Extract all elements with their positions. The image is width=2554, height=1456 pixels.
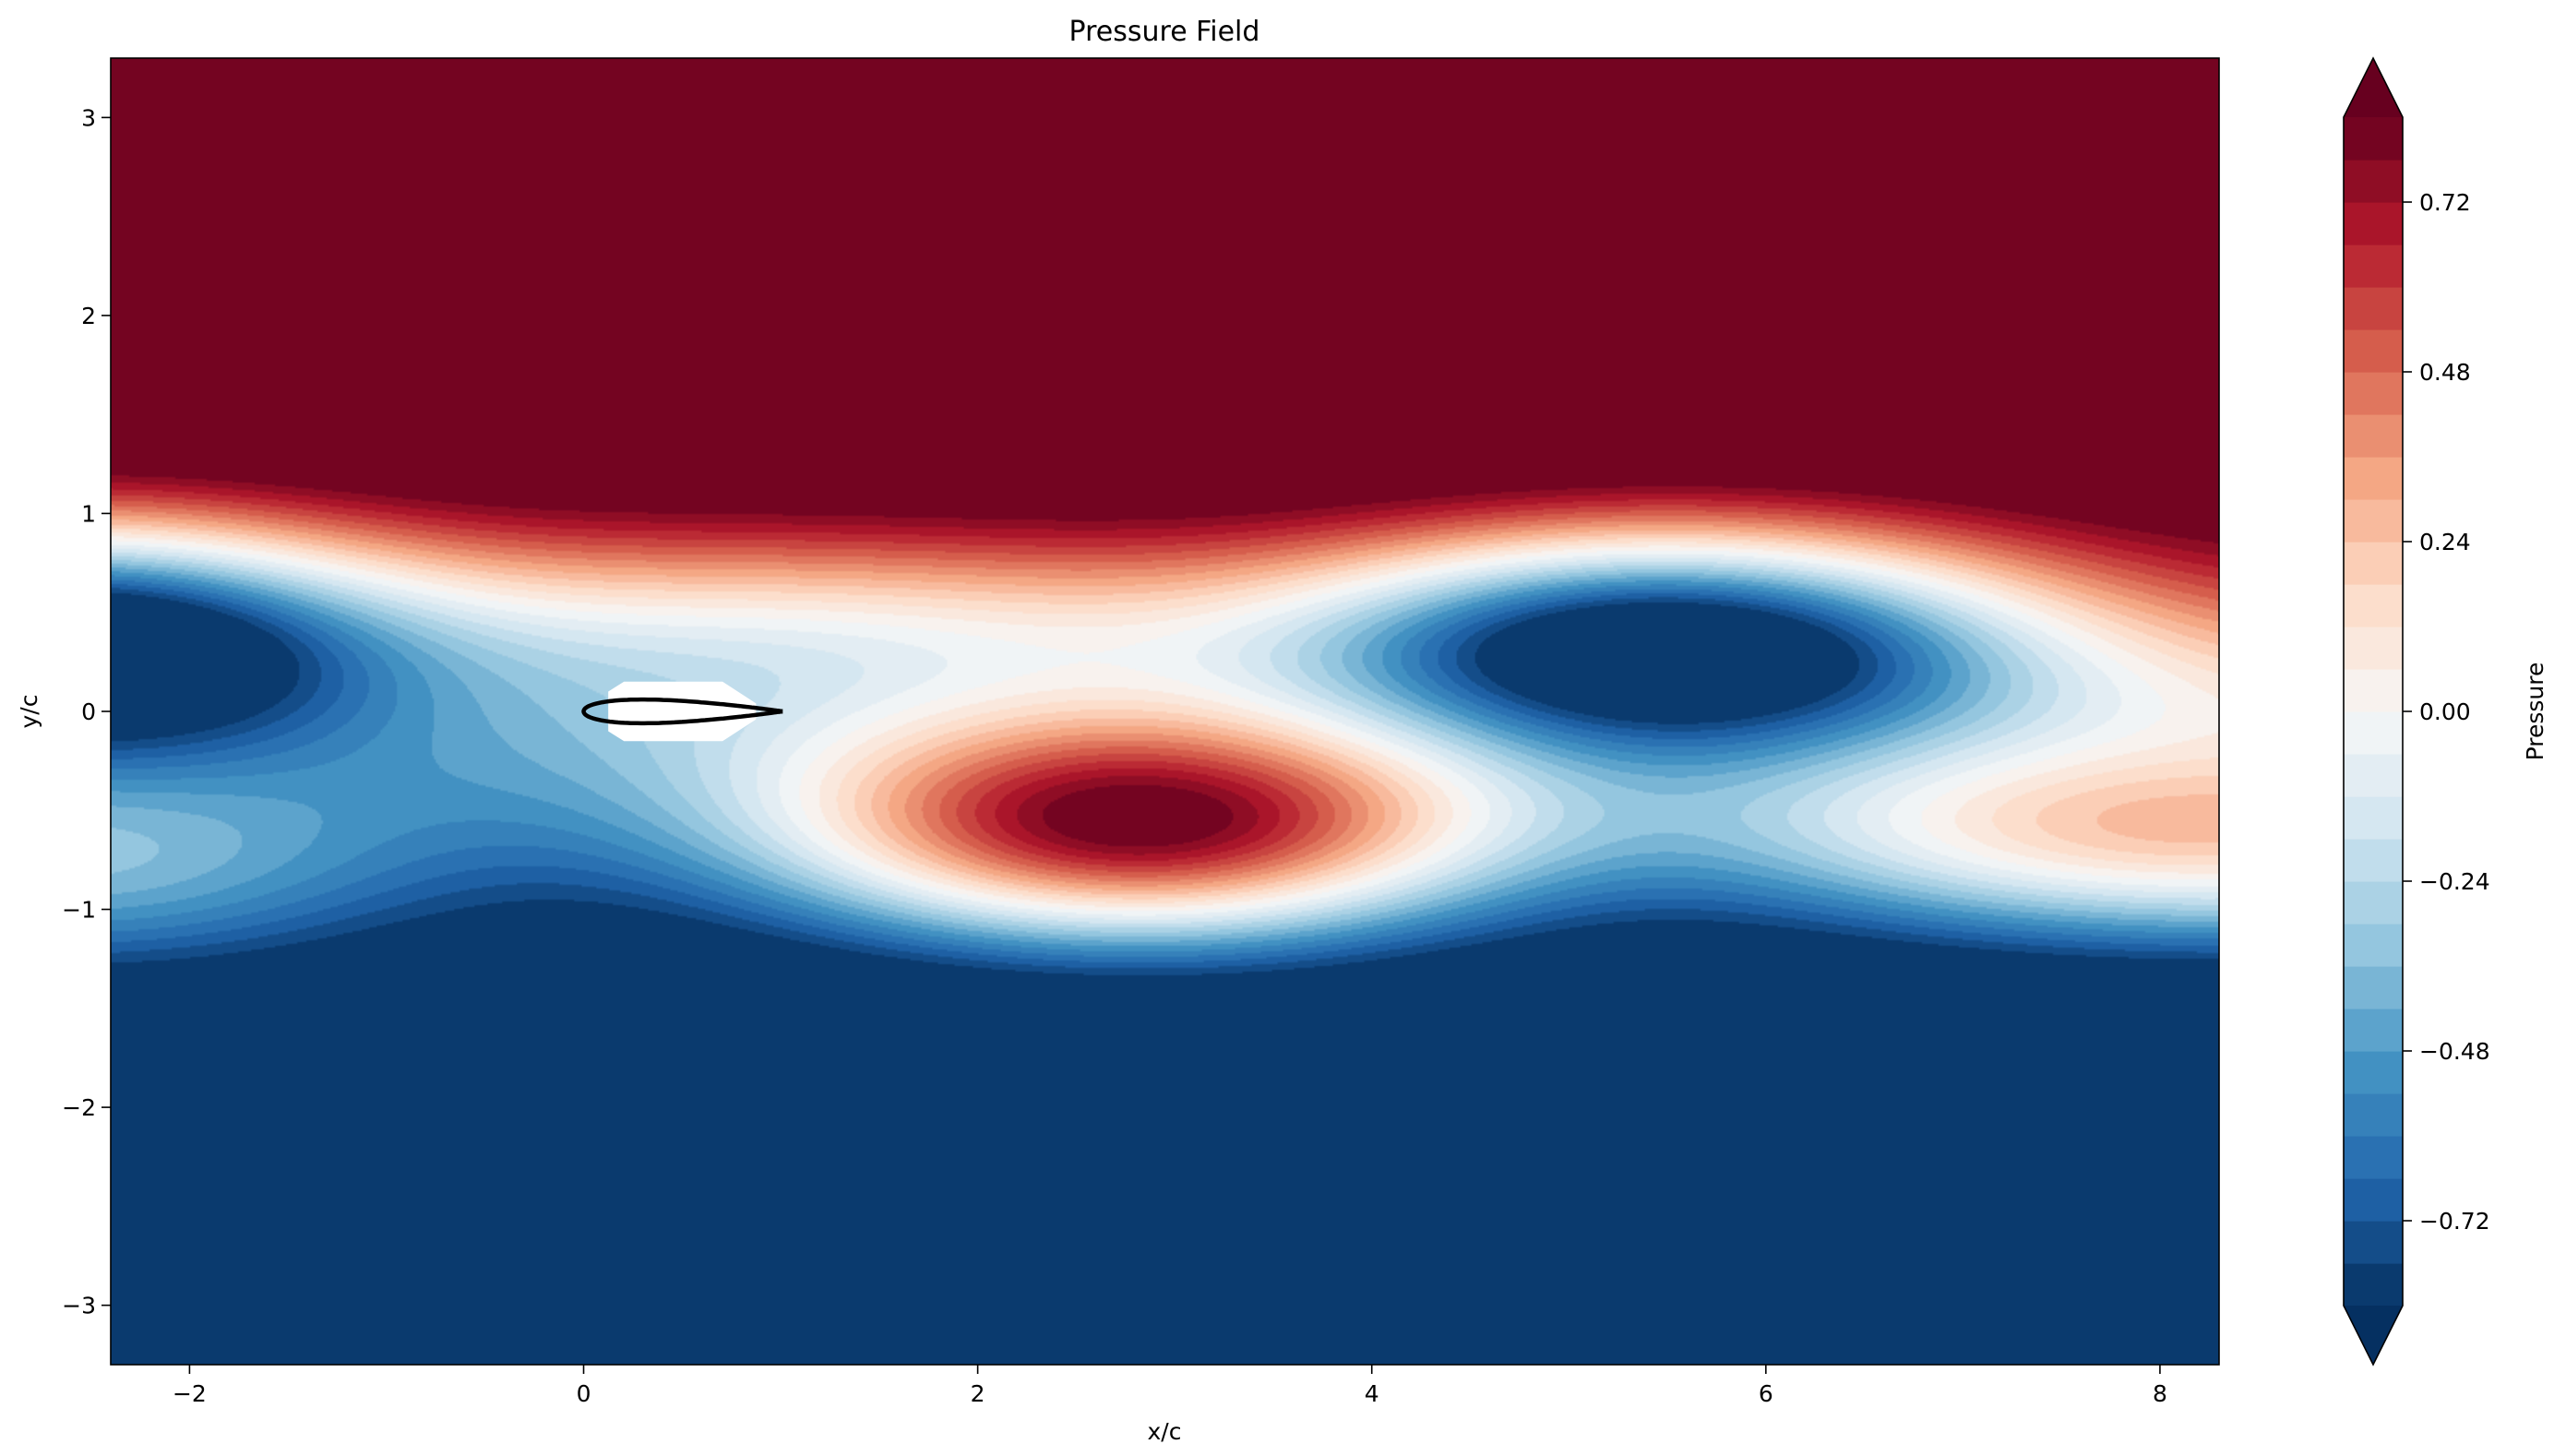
colorbar-band [2344, 839, 2403, 882]
colorbar-band [2344, 796, 2403, 840]
airfoil-outline [581, 697, 783, 726]
x-tick-label: 2 [971, 1380, 985, 1407]
colorbar-band [2344, 711, 2403, 755]
y-axis-ticks: −3 −2 −1 0 1 2 3 [62, 104, 111, 1319]
colorbar-ticks: −0.72 −0.48 −0.24 0.00 0.24 0.48 0.72 [2403, 189, 2490, 1235]
colorbar-band [2344, 1093, 2403, 1137]
colorbar-band [2344, 669, 2403, 712]
y-tick-label: −3 [62, 1293, 96, 1319]
colorbar-band [2344, 499, 2403, 543]
colorbar-band [2344, 117, 2403, 161]
airfoil-mask-region [608, 681, 757, 742]
colorbar-extend-max [2344, 58, 2403, 117]
colorbar-band [2344, 287, 2403, 330]
colorbar-band [2344, 1221, 2403, 1264]
colorbar-band [2344, 1051, 2403, 1094]
x-tick-label: 8 [2153, 1380, 2167, 1407]
colorbar: −0.72 −0.48 −0.24 0.00 0.24 0.48 0.72 Pressure [2343, 56, 2548, 1366]
y-tick-label: 1 [81, 500, 96, 527]
y-tick-label: 2 [81, 303, 96, 329]
colorbar-band [2344, 160, 2403, 203]
colorbar-band [2344, 966, 2403, 1009]
colorbar-band [2344, 1263, 2403, 1307]
colorbar-label: Pressure [2522, 662, 2548, 761]
colorbar-band [2344, 414, 2403, 458]
colorbar-tick-label: −0.24 [2419, 868, 2490, 895]
colorbar-band [2344, 245, 2403, 288]
y-tick-label: −2 [62, 1094, 96, 1121]
colorbar-band [2344, 457, 2403, 500]
colorbar-tick-label: 0.48 [2419, 359, 2471, 386]
colorbar-tick-label: 0.00 [2419, 698, 2471, 725]
colorbar-bands [2344, 117, 2403, 1307]
colorbar-tick-label: 0.72 [2419, 189, 2471, 216]
colorbar-band [2344, 329, 2403, 373]
x-tick-label: −2 [173, 1380, 207, 1407]
pressure-contour-field [111, 58, 2219, 1365]
colorbar-band [2344, 881, 2403, 925]
x-tick-label: 4 [1365, 1380, 1379, 1407]
colorbar-tick-label: 0.24 [2419, 529, 2471, 555]
x-tick-label: 0 [577, 1380, 591, 1407]
colorbar-band [2344, 584, 2403, 627]
colorbar-tick-label: −0.48 [2419, 1038, 2490, 1065]
colorbar-band [2344, 1008, 2403, 1052]
colorbar-band [2344, 202, 2403, 245]
airfoil [581, 681, 783, 742]
colorbar-outline [2343, 56, 2404, 1366]
colorbar-band [2344, 1178, 2403, 1222]
x-axis-ticks: −2 0 2 4 6 8 [173, 1365, 2167, 1407]
plot-area [110, 57, 2220, 1366]
colorbar-band [2344, 1136, 2403, 1179]
y-tick-label: 3 [81, 104, 96, 131]
colorbar-band [2344, 627, 2403, 670]
x-axis-label: x/c [1148, 1418, 1182, 1445]
y-axis-label: y/c [16, 695, 42, 729]
colorbar-tick-label: −0.72 [2419, 1208, 2490, 1235]
y-axis: −3 −2 −1 0 1 2 3 y/c [16, 104, 111, 1319]
colorbar-band [2344, 542, 2403, 585]
chart-title: Pressure Field [1069, 16, 1260, 48]
colorbar-extend-min [2344, 1306, 2403, 1365]
x-axis: −2 0 2 4 6 8 x/c [173, 1365, 2167, 1445]
colorbar-band [2344, 754, 2403, 797]
x-tick-label: 6 [1759, 1380, 1773, 1407]
y-tick-label: −1 [62, 897, 96, 924]
y-tick-label: 0 [81, 698, 96, 725]
colorbar-band [2344, 924, 2403, 967]
colorbar-band [2344, 372, 2403, 415]
